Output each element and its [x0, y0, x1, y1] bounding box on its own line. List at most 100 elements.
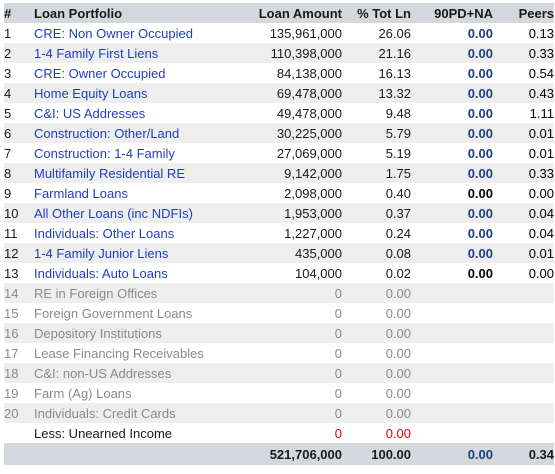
peers-value — [493, 283, 554, 303]
table-row: 9 Farmland Loans 2,098,000 0.40 0.00 0.0… — [4, 183, 554, 203]
peers-value — [493, 343, 554, 363]
row-index — [4, 423, 34, 443]
pct-total-loans: 1.75 — [342, 163, 411, 183]
pct-total-loans: 0.00 — [342, 363, 411, 383]
pd-na-value: 0.00 — [467, 105, 493, 121]
loan-amount: 0 — [246, 363, 342, 383]
total-peers: 0.34 — [493, 443, 554, 465]
table-row: 11 Individuals: Other Loans 1,227,000 0.… — [4, 223, 554, 243]
loan-category-link[interactable]: CRE: Owner Occupied — [34, 65, 166, 81]
pct-total-loans: 0.00 — [342, 323, 411, 343]
row-index: 13 — [4, 265, 19, 281]
pct-total-loans: 5.79 — [342, 123, 411, 143]
loan-category-link[interactable]: Home Equity Loans — [34, 83, 246, 103]
peers-value — [493, 303, 554, 323]
unearned-income-pct: 0.00 — [385, 425, 411, 441]
loan-category-link[interactable]: 1-4 Family First Liens — [34, 43, 246, 63]
pct-total-loans: 5.19 — [385, 145, 411, 161]
total-pd-na: 0.00 — [411, 443, 493, 465]
loan-category-label: Farm (Ag) Loans — [34, 385, 132, 401]
unearned-income-label: Less: Unearned Income — [34, 425, 173, 441]
loan-category-label: Individuals: Credit Cards — [34, 403, 246, 423]
pct-total-loans: 26.06 — [378, 25, 411, 41]
row-index: 5 — [4, 105, 12, 121]
row-index: 3 — [4, 65, 12, 81]
loan-amount: 30,225,000 — [246, 123, 342, 143]
pct-total-loans: 0.37 — [342, 203, 411, 223]
pd-na-value: 0.00 — [411, 203, 493, 223]
header-pct-total-loans[interactable]: % Tot Ln — [342, 3, 411, 23]
pd-na-value: 0.00 — [467, 185, 493, 201]
row-index: 11 — [4, 225, 18, 241]
peers-value: 0.01 — [493, 123, 554, 143]
row-index: 19 — [4, 385, 19, 401]
loan-category-link[interactable]: C&I: US Addresses — [34, 105, 146, 121]
loan-category-link[interactable]: CRE: Non Owner Occupied — [34, 25, 193, 41]
peers-value: 0.00 — [528, 185, 554, 201]
table-body: 1 CRE: Non Owner Occupied 135,961,000 26… — [4, 23, 554, 465]
pct-total-loans: 0.08 — [342, 243, 411, 263]
pct-total-loans: 0.40 — [385, 185, 411, 201]
loan-amount: 49,478,000 — [276, 105, 342, 121]
header-peers[interactable]: Peers — [493, 3, 554, 23]
row-index: 7 — [4, 145, 12, 161]
loan-category-link[interactable]: Construction: 1-4 Family — [34, 145, 175, 161]
table-row: 7 Construction: 1-4 Family 27,069,000 5.… — [4, 143, 554, 163]
loan-amount: 0 — [334, 385, 342, 401]
totals-row: 521,706,000 100.00 0.00 0.34 — [4, 443, 554, 465]
pd-na-value — [411, 303, 493, 323]
table-header-row: # Loan Portfolio Loan Amount % Tot Ln 90… — [4, 3, 554, 23]
peers-value: 0.54 — [528, 65, 554, 81]
loan-category-link[interactable]: Multifamily Residential RE — [34, 163, 246, 183]
pct-total-loans: 21.16 — [342, 43, 411, 63]
loan-category-link[interactable]: 1-4 Family Junior Liens — [34, 243, 246, 263]
peers-value — [493, 383, 554, 403]
table-row: 20 Individuals: Credit Cards 0 0.00 — [4, 403, 554, 423]
loan-amount: 435,000 — [246, 243, 342, 263]
header-loan-portfolio[interactable]: Loan Portfolio — [34, 3, 246, 23]
peers-value: 1.11 — [529, 105, 554, 121]
loan-category-link[interactable]: All Other Loans (inc NDFIs) — [34, 203, 246, 223]
unearned-income-amount: 0 — [334, 425, 342, 441]
pct-total-loans: 0.00 — [342, 283, 411, 303]
header-index: # — [4, 3, 34, 23]
table-row: 17 Lease Financing Receivables 0 0.00 — [4, 343, 554, 363]
pct-total-loans: 9.48 — [385, 105, 411, 121]
row-index: 18 — [4, 363, 34, 383]
loan-portfolio-table: # Loan Portfolio Loan Amount % Tot Ln 90… — [4, 3, 554, 465]
loan-amount: 0 — [246, 323, 342, 343]
loan-amount: 110,398,000 — [246, 43, 342, 63]
pd-na-value: 0.00 — [467, 25, 493, 41]
loan-category-link[interactable]: Construction: Other/Land — [34, 123, 246, 143]
pd-na-value — [411, 403, 493, 423]
loan-category-link[interactable]: Individuals: Auto Loans — [34, 265, 168, 281]
loan-category-label: C&I: non-US Addresses — [34, 363, 246, 383]
peers-value: 0.04 — [493, 203, 554, 223]
loan-amount: 135,961,000 — [269, 25, 342, 41]
table-row: 1 CRE: Non Owner Occupied 135,961,000 26… — [4, 23, 554, 43]
row-index: 6 — [4, 123, 34, 143]
loan-amount: 104,000 — [295, 265, 342, 281]
table-row: 5 C&I: US Addresses 49,478,000 9.48 0.00… — [4, 103, 554, 123]
table-row: 4 Home Equity Loans 69,478,000 13.32 0.0… — [4, 83, 554, 103]
table-row: 19 Farm (Ag) Loans 0 0.00 — [4, 383, 554, 403]
row-index: 10 — [4, 203, 34, 223]
loan-amount: 84,138,000 — [276, 65, 342, 81]
peers-value — [493, 423, 554, 443]
header-loan-amount[interactable]: Loan Amount — [246, 3, 342, 23]
table-row: 6 Construction: Other/Land 30,225,000 5.… — [4, 123, 554, 143]
pd-na-value — [411, 423, 493, 443]
table-row: 15 Foreign Government Loans 0 0.00 — [4, 303, 554, 323]
totals-label-cell — [34, 443, 246, 465]
pct-total-loans: 0.00 — [342, 403, 411, 423]
loan-category-link[interactable]: Individuals: Other Loans — [34, 225, 175, 241]
pct-total-loans: 0.00 — [385, 385, 411, 401]
pd-na-value: 0.00 — [411, 83, 493, 103]
peers-value — [493, 323, 554, 343]
peers-value: 0.43 — [493, 83, 554, 103]
header-90pd-na[interactable]: 90PD+NA — [411, 3, 493, 23]
loan-amount: 0 — [246, 283, 342, 303]
peers-value: 0.01 — [528, 145, 554, 161]
loan-amount: 0 — [334, 345, 342, 361]
loan-category-link[interactable]: Farmland Loans — [34, 185, 128, 201]
